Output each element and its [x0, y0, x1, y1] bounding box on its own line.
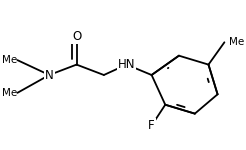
Text: N: N — [45, 69, 54, 81]
Text: HN: HN — [118, 58, 135, 71]
Text: O: O — [72, 30, 81, 43]
Text: Me: Me — [2, 55, 17, 65]
Text: Me: Me — [229, 37, 244, 47]
Text: F: F — [148, 119, 155, 132]
Text: Me: Me — [2, 88, 17, 98]
